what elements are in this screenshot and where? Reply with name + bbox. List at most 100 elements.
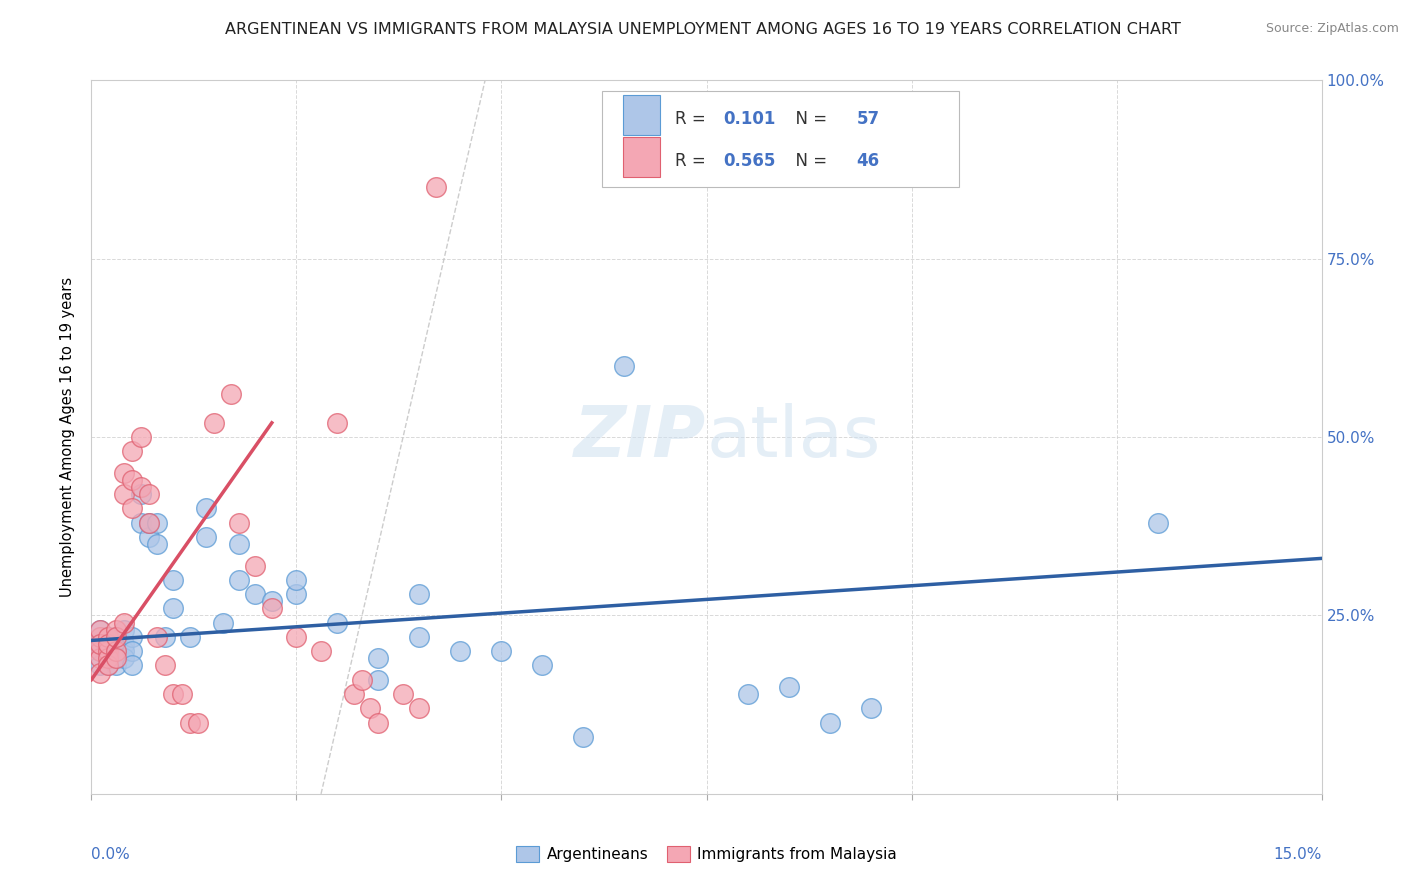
Point (97, 644, 120, 658)
Point (97, 637, 120, 651)
Point (326, 416, 349, 430)
Point (112, 637, 135, 651)
Text: R =: R = (675, 152, 710, 169)
Point (162, 601, 184, 615)
Point (129, 480, 152, 494)
Point (89, 665, 111, 680)
Point (112, 615, 135, 630)
Point (285, 587, 308, 601)
Point (153, 630, 177, 644)
Point (146, 537, 169, 551)
Point (219, 387, 242, 401)
Point (97, 637, 120, 651)
Point (228, 537, 250, 551)
Text: ZIP: ZIP (574, 402, 706, 472)
Point (195, 530, 218, 544)
Point (162, 687, 184, 701)
Legend: Argentineans, Immigrants from Malaysia: Argentineans, Immigrants from Malaysia (510, 840, 903, 868)
Point (778, 680, 800, 694)
Point (737, 687, 759, 701)
Text: atlas: atlas (706, 402, 882, 472)
Point (245, 587, 267, 601)
Point (105, 644, 127, 658)
Point (112, 466, 135, 480)
Point (89, 623, 111, 637)
Text: R =: R = (675, 110, 710, 128)
Point (89, 644, 111, 658)
Point (97, 658, 120, 673)
Point (170, 687, 193, 701)
Text: N =: N = (785, 152, 832, 169)
Point (146, 630, 169, 644)
Point (97, 630, 120, 644)
Point (89, 637, 111, 651)
Point (162, 573, 184, 587)
Point (97, 651, 120, 665)
Point (121, 473, 143, 487)
FancyBboxPatch shape (602, 91, 959, 187)
Point (97, 644, 120, 658)
Point (105, 651, 127, 665)
Point (187, 715, 209, 730)
Point (367, 651, 389, 665)
Point (97, 630, 120, 644)
Point (202, 416, 225, 430)
Point (138, 516, 160, 530)
Point (572, 730, 595, 744)
Text: 0.101: 0.101 (724, 110, 776, 128)
Point (1146, 516, 1168, 530)
Text: Source: ZipAtlas.com: Source: ZipAtlas.com (1265, 22, 1399, 36)
Bar (623, 137, 659, 177)
Point (89, 644, 111, 658)
Point (138, 530, 160, 544)
Point (112, 651, 135, 665)
Point (138, 487, 160, 501)
Point (352, 673, 374, 687)
Point (367, 715, 389, 730)
Point (285, 573, 308, 587)
Point (105, 644, 127, 658)
Point (195, 501, 218, 516)
Point (105, 630, 127, 644)
Point (408, 630, 430, 644)
Point (89, 623, 111, 637)
Point (146, 516, 169, 530)
Point (179, 715, 201, 730)
Y-axis label: Unemployment Among Ages 16 to 19 years: Unemployment Among Ages 16 to 19 years (60, 277, 76, 597)
Text: 15.0%: 15.0% (1274, 847, 1322, 863)
Point (211, 615, 233, 630)
Text: 0.565: 0.565 (724, 152, 776, 169)
Point (89, 651, 111, 665)
Point (129, 487, 152, 501)
Point (105, 651, 127, 665)
Point (129, 516, 152, 530)
Text: N =: N = (785, 110, 832, 128)
Point (859, 701, 882, 715)
Point (613, 359, 636, 373)
Point (112, 644, 135, 658)
Point (408, 587, 430, 601)
Point (121, 644, 143, 658)
Point (326, 615, 349, 630)
Point (228, 516, 250, 530)
Point (367, 673, 389, 687)
Point (121, 501, 143, 516)
Point (105, 630, 127, 644)
Point (105, 623, 127, 637)
Point (89, 630, 111, 644)
Point (105, 658, 127, 673)
Point (89, 658, 111, 673)
Point (121, 658, 143, 673)
Point (121, 630, 143, 644)
Point (309, 644, 332, 658)
Point (228, 573, 250, 587)
Text: ARGENTINEAN VS IMMIGRANTS FROM MALAYSIA UNEMPLOYMENT AMONG AGES 16 TO 19 YEARS C: ARGENTINEAN VS IMMIGRANTS FROM MALAYSIA … (225, 22, 1181, 37)
Point (179, 630, 201, 644)
Point (359, 701, 381, 715)
Point (491, 644, 513, 658)
Point (89, 637, 111, 651)
Point (153, 658, 177, 673)
Point (260, 594, 283, 608)
Point (425, 180, 447, 194)
Point (449, 644, 471, 658)
